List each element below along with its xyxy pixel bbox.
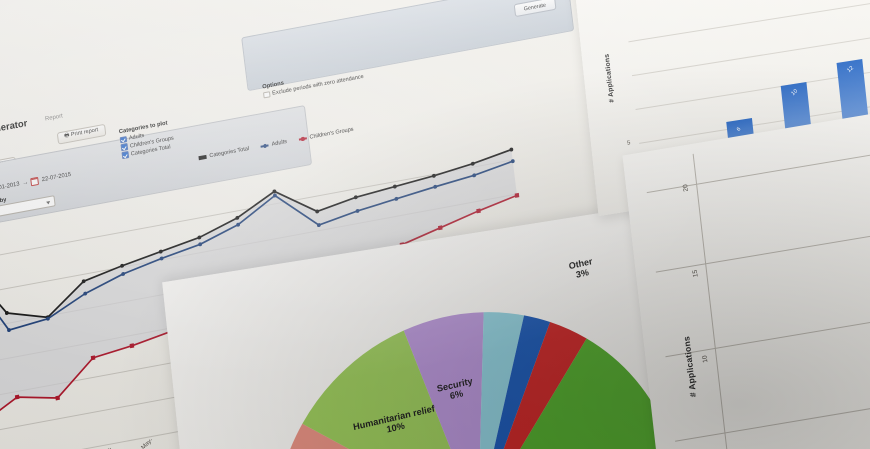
legend-label-children: Children's Groups: [309, 126, 354, 141]
y-tick-10: 10: [701, 354, 710, 364]
pie-chart: Health10%Humanitarian relief10%Security6…: [222, 222, 749, 449]
bar-y-tick: 5: [626, 140, 631, 147]
bar-chart-y-label: # Applications: [603, 53, 616, 104]
checkbox-icon: [262, 90, 271, 99]
checkbox-icon: [119, 135, 127, 144]
page-subtitle: Report: [44, 113, 64, 123]
pie-chart-page: Health10%Humanitarian relief10%Security6…: [162, 163, 870, 449]
date-from-input[interactable]: 01-01-2013: [0, 180, 20, 193]
generate-button[interactable]: Generate: [513, 0, 557, 18]
gridline: [631, 24, 870, 76]
y-tick-20: 20: [682, 183, 690, 193]
date-arrow: →: [22, 179, 29, 187]
gridline: [628, 0, 870, 42]
print-report-button[interactable]: 🖶 Print report: [56, 123, 106, 146]
applications-axis-label: # Applications: [681, 335, 699, 399]
legend-swatch-icon: [260, 144, 269, 149]
legend-swatch-icon: [298, 137, 307, 142]
legend-swatch-icon: [198, 155, 207, 161]
y-tick-15: 15: [691, 269, 700, 278]
gridline: [635, 58, 870, 110]
calendar-icon-2: [30, 176, 40, 186]
checkbox-icon: [120, 143, 128, 152]
checkbox-icon: [121, 151, 129, 160]
printer-icon: 🖶: [63, 132, 70, 140]
top-control-strip: Generate: [241, 0, 575, 92]
print-report-label: Print report: [70, 127, 99, 139]
